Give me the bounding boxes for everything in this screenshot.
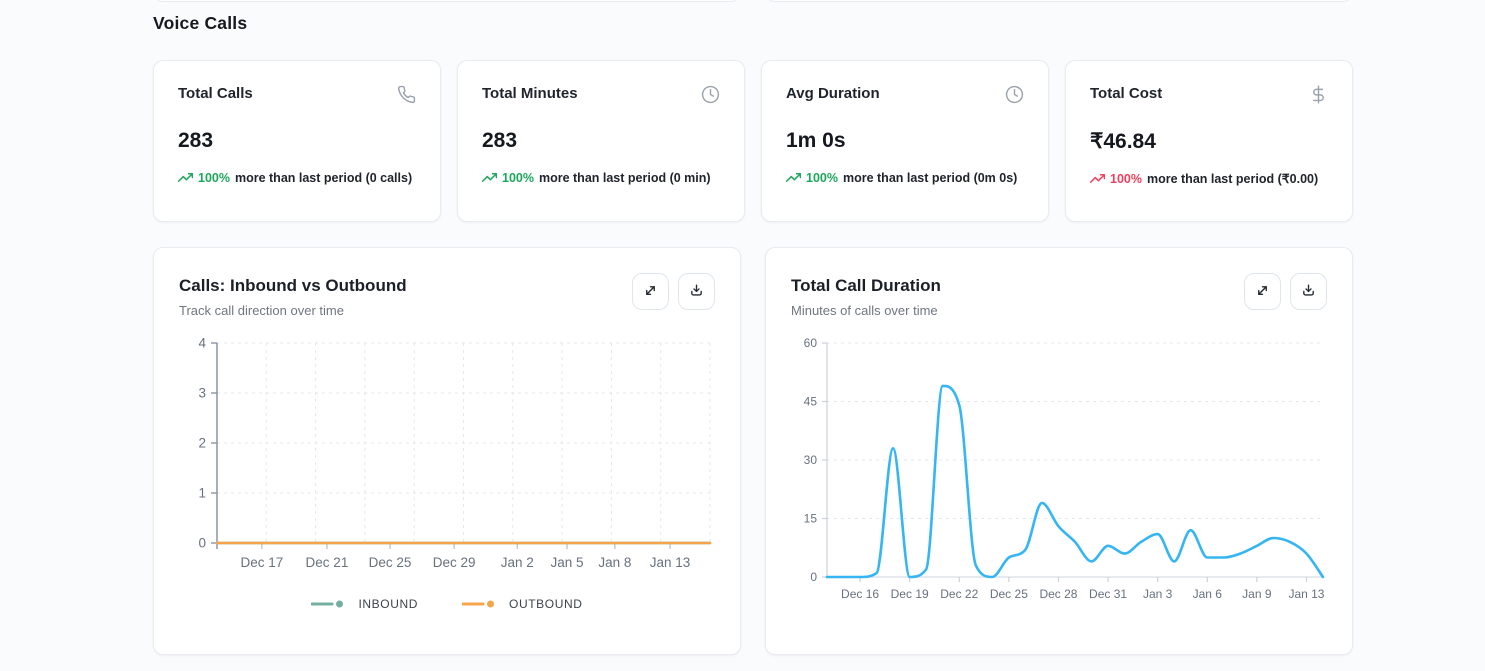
chart-subtitle: Minutes of calls over time [791,303,938,318]
delta-text: more than last period (₹0.00) [1146,172,1319,186]
svg-text:3: 3 [198,386,206,401]
svg-text:Jan 5: Jan 5 [551,555,584,570]
svg-text:Dec 31: Dec 31 [1089,587,1127,601]
stat-title: Total Calls [178,85,253,102]
stats-row: Total Calls 283 100% more than last peri… [153,60,1353,222]
duration-line-chart: 0 15 30 45 60 Dec 16 Dec 19 Dec 22 Dec 25 Dec 28 D… [804,336,1325,601]
download-button[interactable] [1290,273,1327,310]
phone-icon [397,85,416,104]
delta-text: more than last period (0 min) [538,170,711,185]
svg-text:Jan 3: Jan 3 [1143,587,1173,601]
calls-line-chart: 0 1 2 3 4 Dec 17 Dec 21 Dec 25 Dec 29 Jan 2 Jan 5 J… [198,336,712,570]
svg-text:1: 1 [198,486,206,501]
stat-value: ₹46.84 [1090,130,1156,153]
stat-card-total-calls: Total Calls 283 100% more than last peri… [153,60,441,222]
download-icon [689,283,704,301]
svg-text:Dec 16: Dec 16 [841,587,879,601]
legend-item-outbound[interactable]: OUTBOUND [461,597,583,611]
delta-percent: 100% [198,170,230,185]
svg-text:Dec 29: Dec 29 [433,555,476,570]
svg-text:Jan 13: Jan 13 [1288,587,1324,601]
expand-button[interactable] [632,273,669,310]
svg-text:Dec 25: Dec 25 [369,555,412,570]
stat-delta: 100% more than last period (0m 0s) [785,170,1024,185]
trending-up-icon [1089,171,1106,186]
delta-text: more than last period (0 calls) [234,170,413,185]
delta-text: more than last period (0m 0s) [842,170,1018,185]
clock-icon [701,85,720,104]
svg-text:Jan 13: Jan 13 [650,555,691,570]
svg-text:15: 15 [804,512,818,526]
legend-label: INBOUND [358,597,419,611]
stat-title: Total Minutes [482,85,578,102]
trending-up-icon [177,170,194,185]
stat-delta: 100% more than last period (0 min) [481,170,720,185]
trending-up-icon [785,170,802,185]
stat-value: 283 [178,129,214,152]
stat-card-total-minutes: Total Minutes 283 100% more than last pe… [457,60,745,222]
stat-delta: 100% more than last period (0 calls) [177,170,416,185]
duration-chart-card: Total Call Duration Minutes of calls ove… [765,247,1353,655]
calls-chart-card: Calls: Inbound vs Outbound Track call di… [153,247,741,655]
expand-icon [643,283,658,301]
expand-button[interactable] [1244,273,1281,310]
chart-title: Calls: Inbound vs Outbound [179,276,407,295]
svg-text:Jan 8: Jan 8 [598,555,631,570]
stat-title: Total Cost [1090,85,1163,102]
svg-text:45: 45 [804,395,818,409]
svg-text:Dec 21: Dec 21 [306,555,349,570]
download-button[interactable] [678,273,715,310]
svg-text:Jan 9: Jan 9 [1242,587,1272,601]
svg-text:Jan 6: Jan 6 [1193,587,1223,601]
svg-text:0: 0 [198,536,206,551]
stat-card-total-cost: Total Cost ₹46.84 100% more than last pe… [1065,60,1353,222]
svg-text:Dec 17: Dec 17 [240,555,283,570]
svg-text:60: 60 [804,336,818,350]
svg-text:Dec 19: Dec 19 [891,587,929,601]
clock-icon [1005,85,1024,104]
trending-up-icon [481,170,498,185]
svg-text:2: 2 [198,436,206,451]
previous-section-card-edge-right [765,0,1353,2]
svg-text:Jan 2: Jan 2 [501,555,534,570]
delta-percent: 100% [1110,171,1142,186]
stat-delta: 100% more than last period (₹0.00) [1089,171,1328,186]
delta-percent: 100% [806,170,838,185]
svg-text:Dec 22: Dec 22 [940,587,978,601]
svg-text:Dec 28: Dec 28 [1039,587,1077,601]
section-heading: Voice Calls [153,13,248,33]
download-icon [1301,283,1316,301]
svg-text:Dec 25: Dec 25 [990,587,1028,601]
outbound-swatch-icon [461,599,496,609]
previous-section-card-edge-left [153,0,741,2]
stat-card-avg-duration: Avg Duration 1m 0s 100% more than last p… [761,60,1049,222]
chart-subtitle: Track call direction over time [179,303,344,318]
expand-icon [1255,283,1270,301]
inbound-swatch-icon [310,599,345,609]
delta-percent: 100% [502,170,534,185]
svg-text:0: 0 [810,570,817,584]
legend-label: OUTBOUND [509,597,583,611]
stat-value: 1m 0s [786,129,846,152]
svg-text:4: 4 [198,336,206,351]
stat-title: Avg Duration [786,85,880,102]
dollar-icon [1309,85,1328,104]
svg-text:30: 30 [804,453,818,467]
legend-item-inbound[interactable]: INBOUND [310,597,419,611]
stat-value: 283 [482,129,518,152]
chart-title: Total Call Duration [791,276,941,295]
calls-legend: INBOUND OUTBOUND [179,597,715,611]
